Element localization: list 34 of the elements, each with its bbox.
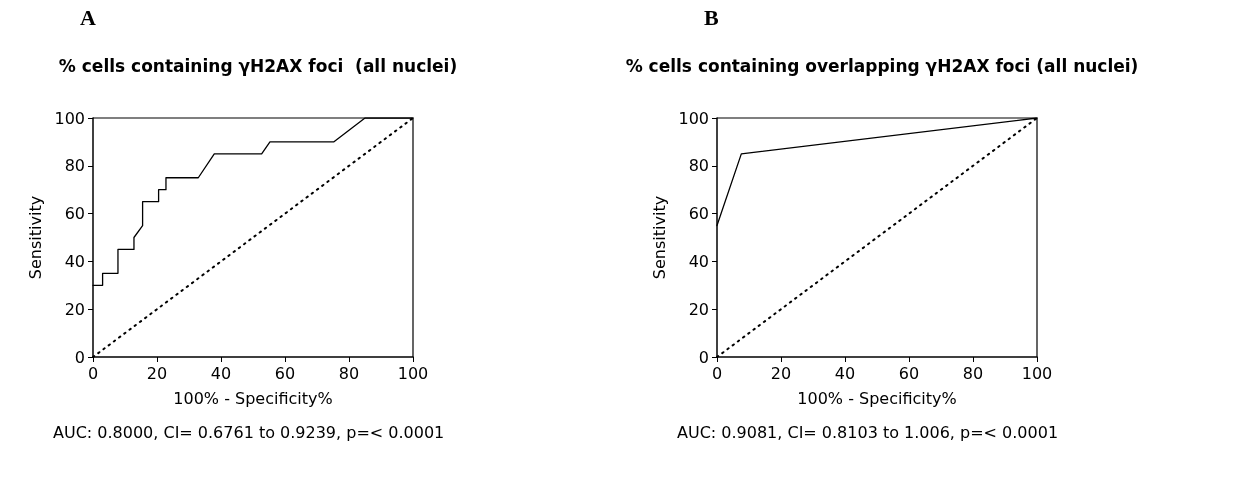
x-tick-label: 40 — [834, 363, 856, 383]
y-tick-label: 0 — [74, 347, 85, 367]
y-axis-title: Sensitivity — [26, 195, 46, 280]
y-tick-label: 20 — [64, 299, 85, 319]
x-tick-label: 60 — [898, 363, 920, 383]
chart-title: % cells containing overlapping γH2AX foci (all nuclei) — [625, 55, 1139, 76]
x-tick-label: 100 — [1021, 363, 1053, 383]
x-axis-title: 100% - Specificity% — [797, 388, 957, 408]
x-tick-label: 60 — [274, 363, 296, 383]
x-tick-label: 0 — [711, 363, 723, 383]
text: A — [80, 4, 96, 30]
y-tick-label: 100 — [54, 108, 85, 128]
y-axis-title: Sensitivity — [650, 195, 670, 280]
x-tick-label: 0 — [87, 363, 99, 383]
text: B — [704, 4, 719, 30]
y-tick-label: 80 — [64, 156, 85, 176]
x-tick-label: 80 — [338, 363, 360, 383]
chart-title: % cells containing γH2AX foci (all nuclei) — [58, 55, 458, 76]
y-tick-label: 60 — [688, 204, 709, 224]
x-tick-label: 80 — [962, 363, 984, 383]
y-tick-label: 100 — [678, 108, 709, 128]
y-tick-label: 60 — [64, 204, 85, 224]
x-tick-label: 20 — [770, 363, 792, 383]
y-tick-label: 40 — [688, 251, 709, 271]
x-tick-label: 100 — [397, 363, 429, 383]
y-tick-label: 80 — [688, 156, 709, 176]
y-tick-label: 40 — [64, 251, 85, 271]
y-tick-label: 20 — [688, 299, 709, 319]
text: AUC: 0.8000, CI= 0.6761 to 0.9239, p=< 0.0001 — [53, 422, 445, 442]
x-axis-title: 100% - Specificity% — [173, 388, 333, 408]
x-tick-label: 20 — [146, 363, 168, 383]
x-tick-label: 40 — [210, 363, 232, 383]
text: AUC: 0.9081, CI= 0.8103 to 1.006, p=< 0.0001 — [677, 422, 1059, 442]
y-tick-label: 0 — [698, 347, 709, 367]
